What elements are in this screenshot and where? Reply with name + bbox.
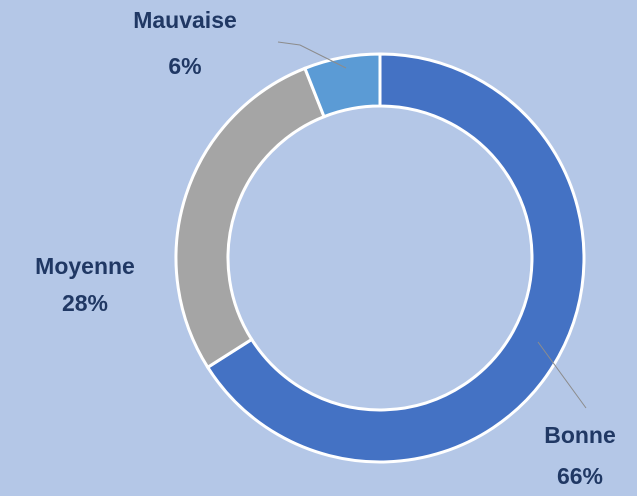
category-label: Mauvaise — [133, 7, 237, 33]
donut-segment — [205, 52, 586, 464]
donut-segment — [302, 52, 382, 119]
leader-line — [537, 341, 587, 409]
value-label: 66% — [557, 463, 603, 489]
leader-line — [277, 41, 347, 69]
value-label: 6% — [168, 53, 201, 79]
category-label: Bonne — [544, 422, 616, 448]
value-label: 28% — [62, 290, 108, 316]
category-label: Moyenne — [35, 253, 135, 279]
